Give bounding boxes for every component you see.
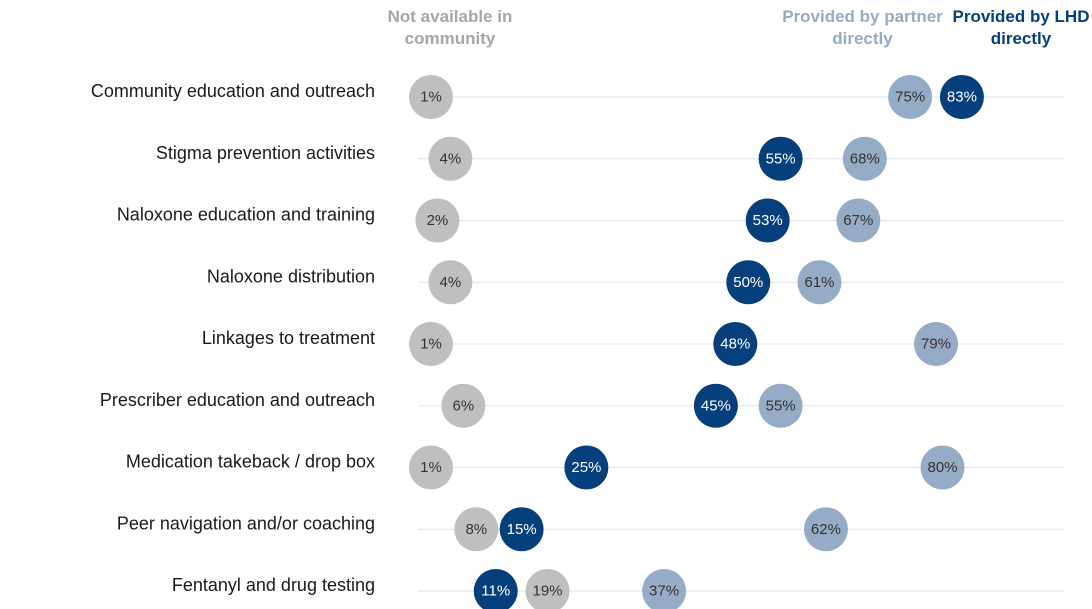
data-label: 2% — [427, 212, 449, 229]
dot: 55% — [758, 383, 803, 428]
dot: 15% — [499, 507, 544, 552]
dot: 62% — [803, 507, 848, 552]
data-label: 55% — [766, 150, 796, 167]
dot-marker — [914, 322, 959, 366]
dot-marker — [408, 75, 453, 119]
category-label: Prescriber education and outreach — [100, 390, 375, 410]
dot-marker — [473, 569, 518, 609]
dot-marker — [428, 136, 473, 181]
data-label: 4% — [440, 150, 462, 167]
data-label: 67% — [843, 212, 873, 229]
legend-entry: Provided by LHD directly — [952, 7, 1090, 48]
data-label: 1% — [420, 89, 442, 106]
dot: 19% — [525, 569, 570, 609]
data-label: 50% — [733, 274, 763, 291]
dot: 55% — [758, 136, 803, 181]
dot-marker — [803, 507, 848, 552]
category-label: Stigma prevention activities — [156, 143, 375, 163]
dot: 11% — [473, 569, 518, 609]
data-label: 8% — [465, 521, 487, 538]
dot: 83% — [939, 75, 984, 119]
dot: 2% — [415, 198, 460, 243]
dot: 61% — [797, 260, 842, 305]
legend-entry: Provided by partner directly — [782, 7, 943, 48]
data-label: 83% — [947, 89, 977, 106]
dot-marker — [939, 75, 984, 119]
dot-marker — [564, 445, 609, 490]
dot: 79% — [914, 322, 959, 366]
data-label: 11% — [481, 583, 510, 600]
dot: 67% — [836, 198, 881, 243]
data-label: 45% — [701, 397, 731, 414]
dot-marker — [454, 507, 499, 552]
dot-marker — [726, 260, 771, 305]
data-label: 68% — [850, 150, 880, 167]
dot: 50% — [726, 260, 771, 305]
category-label: Medication takeback / drop box — [126, 452, 375, 472]
category-label: Naloxone education and training — [117, 205, 375, 225]
dot: 1% — [408, 75, 453, 119]
data-label: 75% — [895, 89, 925, 106]
dot: 4% — [428, 260, 473, 305]
legend-entry: Not available in community — [387, 7, 513, 48]
dot-marker — [415, 198, 460, 243]
dot-marker — [836, 198, 881, 243]
dot-marker — [758, 136, 803, 181]
dot: 6% — [441, 383, 486, 428]
data-label: 15% — [507, 521, 537, 538]
data-label: 19% — [533, 583, 563, 600]
data-label: 4% — [440, 274, 462, 291]
dot-marker — [758, 383, 803, 428]
dot-marker — [441, 383, 486, 428]
dot: 48% — [713, 322, 758, 366]
data-label: 37% — [649, 583, 679, 600]
dot: 1% — [408, 322, 453, 366]
data-label: 61% — [804, 274, 834, 291]
dot-marker — [525, 569, 570, 609]
data-label: 48% — [720, 336, 750, 353]
category-label: Naloxone distribution — [207, 266, 375, 286]
dot-marker — [888, 75, 933, 119]
dot-marker — [693, 383, 738, 428]
data-label: 62% — [811, 521, 841, 538]
dot-marker — [920, 445, 965, 490]
data-label: 80% — [927, 459, 957, 476]
dot-marker — [642, 569, 687, 609]
data-label: 1% — [420, 459, 442, 476]
category-label: Linkages to treatment — [202, 328, 375, 348]
dot-marker — [408, 322, 453, 366]
dot: 53% — [745, 198, 790, 243]
data-label: 1% — [420, 336, 442, 353]
data-label: 25% — [571, 459, 601, 476]
data-label: 79% — [921, 336, 951, 353]
category-label: Peer navigation and/or coaching — [117, 513, 375, 533]
dot-marker — [428, 260, 473, 305]
dot: 8% — [454, 507, 499, 552]
category-label: Community education and outreach — [91, 81, 375, 101]
dot: 1% — [408, 445, 453, 490]
data-label: 6% — [453, 397, 475, 414]
data-label: 53% — [753, 212, 783, 229]
dot: 45% — [693, 383, 738, 428]
dot: 37% — [642, 569, 687, 609]
dot: 75% — [888, 75, 933, 119]
dot-marker — [499, 507, 544, 552]
dot-marker — [842, 136, 887, 181]
dot-marker — [408, 445, 453, 490]
dot-marker — [713, 322, 758, 366]
dot: 68% — [842, 136, 887, 181]
data-label: 55% — [766, 397, 796, 414]
dot: 4% — [428, 136, 473, 181]
dot-marker — [745, 198, 790, 243]
category-label: Fentanyl and drug testing — [172, 575, 375, 595]
dot-marker — [797, 260, 842, 305]
dot: 80% — [920, 445, 965, 490]
dot: 25% — [564, 445, 609, 490]
